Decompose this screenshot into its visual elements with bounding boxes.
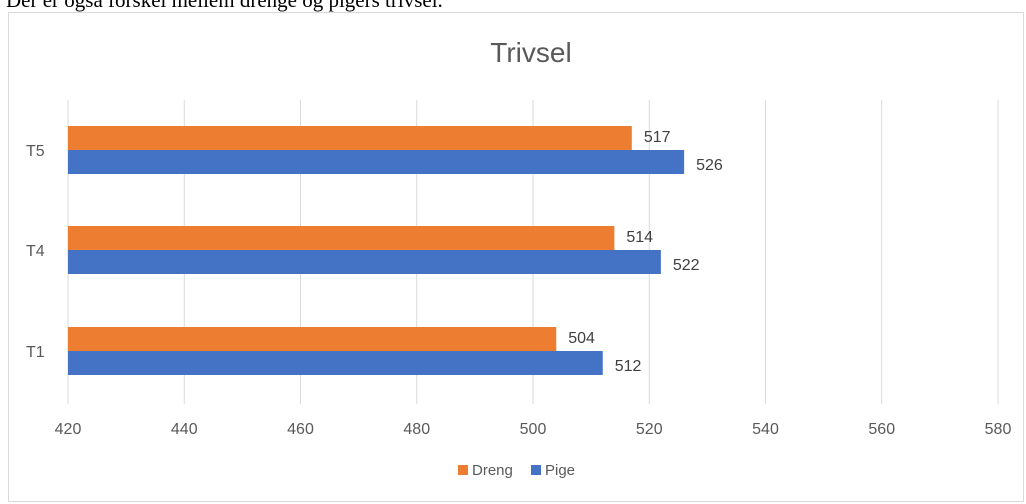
legend-swatch-pige — [531, 465, 541, 475]
category-label: T4 — [26, 243, 45, 260]
category-label: T5 — [26, 143, 45, 160]
data-label: 526 — [696, 157, 723, 174]
legend-swatch-dreng — [458, 465, 468, 475]
data-label: 517 — [644, 129, 671, 146]
data-label: 522 — [673, 257, 700, 274]
x-tick-label: 440 — [171, 421, 198, 438]
bar-pige-t1 — [68, 351, 603, 375]
category-label: T1 — [26, 344, 45, 361]
x-tick-label: 540 — [752, 421, 779, 438]
bar-dreng-t1 — [68, 327, 557, 351]
legend-label-pige: Pige — [545, 462, 575, 479]
chart-title: Trivsel — [490, 37, 571, 68]
bar-pige-t4 — [68, 250, 661, 274]
x-tick-label: 560 — [868, 421, 895, 438]
intro-text: Der er også forskel mellem drenge og pig… — [6, 0, 443, 12]
bar-dreng-t4 — [68, 226, 615, 250]
x-tick-label: 420 — [55, 421, 82, 438]
data-label: 504 — [568, 330, 595, 347]
bar-dreng-t5 — [68, 126, 632, 150]
x-tick-label: 460 — [287, 421, 314, 438]
x-tick-label: 500 — [520, 421, 547, 438]
x-tick-label: 520 — [636, 421, 663, 438]
data-label: 514 — [626, 229, 653, 246]
legend-label-dreng: Dreng — [472, 462, 513, 479]
data-label: 512 — [615, 358, 642, 375]
x-tick-label: 480 — [403, 421, 430, 438]
bar-pige-t5 — [68, 150, 685, 174]
x-tick-label: 580 — [985, 421, 1012, 438]
